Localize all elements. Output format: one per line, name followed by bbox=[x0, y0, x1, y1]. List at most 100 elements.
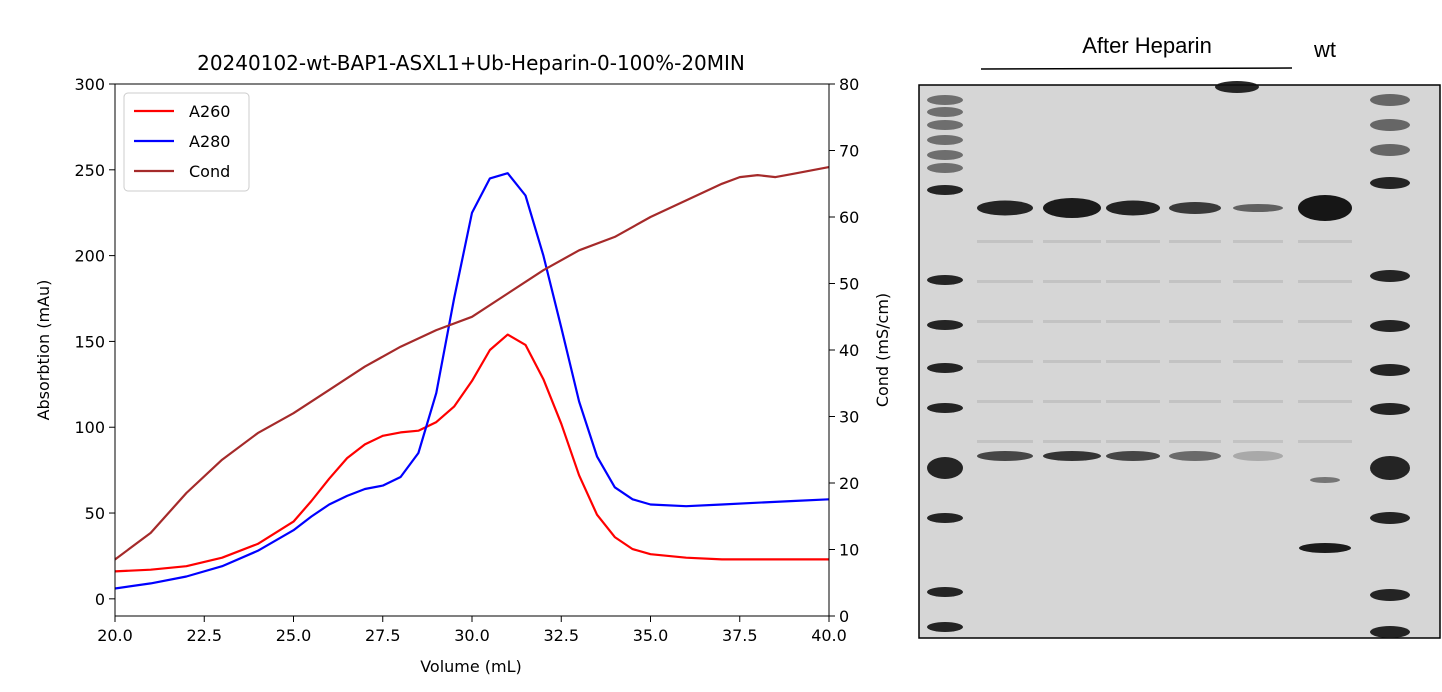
gel-band-faint bbox=[1043, 320, 1101, 323]
y2-tick-label: 60 bbox=[839, 208, 859, 227]
gel-band-faint bbox=[977, 400, 1033, 403]
gel-background bbox=[918, 84, 1441, 639]
marker-band bbox=[1370, 456, 1410, 480]
marker-band bbox=[1370, 512, 1410, 524]
gel-band-upper bbox=[1169, 202, 1221, 214]
gel-band-lower bbox=[1106, 451, 1160, 461]
gel-band-faint bbox=[1106, 400, 1160, 403]
y2-tick-label: 50 bbox=[839, 275, 859, 294]
gel-band-faint bbox=[1233, 240, 1283, 243]
gel-band-lower bbox=[977, 451, 1033, 461]
legend-label-a280: A280 bbox=[189, 132, 230, 151]
gel-bands bbox=[927, 81, 1410, 638]
marker-band bbox=[1370, 589, 1410, 601]
x-tick-label: 37.5 bbox=[722, 626, 758, 645]
marker-band bbox=[927, 163, 963, 173]
y2-tick-label: 80 bbox=[839, 75, 859, 94]
marker-band bbox=[1370, 119, 1410, 131]
gel-band-faint bbox=[1043, 360, 1101, 363]
gel-band-faint bbox=[1298, 280, 1352, 283]
x-tick-label: 30.0 bbox=[454, 626, 490, 645]
marker-band bbox=[927, 363, 963, 373]
marker-band bbox=[927, 107, 963, 117]
marker-band bbox=[1370, 270, 1410, 282]
gel-band-faint bbox=[1298, 240, 1352, 243]
y-tick-label: 150 bbox=[74, 332, 105, 351]
y2-tick-label: 20 bbox=[839, 474, 859, 493]
gel-image: After Heparin wt bbox=[918, 33, 1441, 639]
gel-band-upper bbox=[1106, 200, 1160, 216]
x-tick-label: 25.0 bbox=[276, 626, 312, 645]
gel-band-faint bbox=[1233, 320, 1283, 323]
marker-band bbox=[1370, 177, 1410, 189]
gel-band-faint bbox=[1169, 400, 1221, 403]
gel-header-line bbox=[980, 67, 1293, 70]
gel-band-faint bbox=[1298, 440, 1352, 443]
y2-tick-label: 10 bbox=[839, 541, 859, 560]
gel-lane-label: wt bbox=[1313, 37, 1336, 62]
gel-band-faint bbox=[1106, 440, 1160, 443]
y2-tick-label: 0 bbox=[839, 607, 849, 626]
y2-tick-label: 30 bbox=[839, 408, 859, 427]
marker-band bbox=[927, 622, 963, 632]
legend-label-a260: A260 bbox=[189, 102, 230, 121]
gel-band-faint bbox=[1298, 400, 1352, 403]
marker-band bbox=[927, 587, 963, 597]
x-tick-label: 22.5 bbox=[186, 626, 222, 645]
gel-band-lower bbox=[1233, 451, 1283, 461]
marker-band bbox=[927, 185, 963, 195]
gel-band-faint bbox=[1169, 360, 1221, 363]
gel-band-faint bbox=[1169, 320, 1221, 323]
y2-axis-label: Cond (mS/cm) bbox=[873, 293, 892, 407]
gel-band-faint bbox=[1233, 440, 1283, 443]
gel-band-wt-low bbox=[1299, 543, 1351, 553]
marker-band bbox=[1370, 320, 1410, 332]
y-tick-label: 100 bbox=[74, 418, 105, 437]
gel-band-faint bbox=[1106, 320, 1160, 323]
x-tick-label: 32.5 bbox=[543, 626, 579, 645]
gel-band-upper bbox=[1043, 198, 1101, 218]
marker-band bbox=[927, 95, 963, 105]
marker-band bbox=[927, 150, 963, 160]
gel-band-faint bbox=[977, 280, 1033, 283]
x-tick-label: 35.0 bbox=[633, 626, 669, 645]
y-axis-label: Absorbtion (mAu) bbox=[34, 280, 53, 421]
plot-area bbox=[114, 166, 830, 590]
series-line-cond bbox=[114, 166, 830, 561]
gel-band-faint bbox=[1043, 440, 1101, 443]
gel-band-faint bbox=[1169, 440, 1221, 443]
marker-band bbox=[1370, 626, 1410, 638]
gel-band-faint bbox=[977, 240, 1033, 243]
gel-band-faint bbox=[1169, 280, 1221, 283]
y-tick-label: 250 bbox=[74, 161, 105, 180]
marker-band bbox=[927, 135, 963, 145]
marker-band bbox=[927, 457, 963, 479]
gel-band-lower bbox=[1043, 451, 1101, 461]
marker-band bbox=[1370, 364, 1410, 376]
gel-band-upper bbox=[1298, 195, 1352, 221]
gel-band-upper bbox=[1233, 204, 1283, 212]
gel-band-faint bbox=[1233, 360, 1283, 363]
gel-band-faint bbox=[1106, 240, 1160, 243]
legend-label-cond: Cond bbox=[189, 162, 230, 181]
gel-band-faint bbox=[1043, 400, 1101, 403]
series-line-a280 bbox=[114, 172, 830, 590]
gel-band-faint bbox=[1169, 240, 1221, 243]
gel-band-faint bbox=[1106, 280, 1160, 283]
gel-band-faint bbox=[1298, 320, 1352, 323]
x-tick-label: 20.0 bbox=[97, 626, 133, 645]
marker-band bbox=[1370, 94, 1410, 106]
gel-band-faint bbox=[977, 440, 1033, 443]
marker-band bbox=[1370, 144, 1410, 156]
gel-band-faint bbox=[977, 360, 1033, 363]
chart-title: 20240102-wt-BAP1-ASXL1+Ub-Heparin-0-100%… bbox=[197, 51, 745, 75]
axes: 20.0 22.5 25.0 27.5 30.0 32.5 35.0 37.5 40.00501… bbox=[74, 75, 859, 645]
gel-band-lower bbox=[1169, 451, 1221, 461]
marker-band bbox=[1370, 403, 1410, 415]
series-line-a260 bbox=[114, 333, 829, 573]
marker-band bbox=[927, 513, 963, 523]
gel-band-faint bbox=[977, 320, 1033, 323]
gel-band-faint bbox=[1043, 280, 1101, 283]
gel-header-label: After Heparin bbox=[1082, 33, 1212, 58]
